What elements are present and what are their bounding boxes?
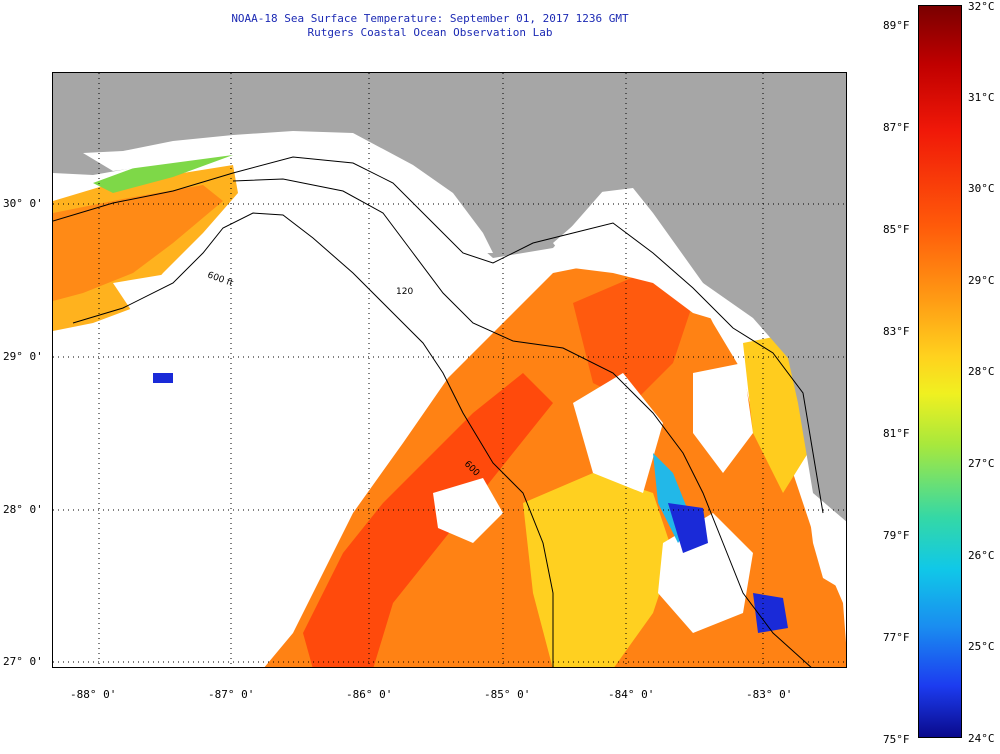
colorbar-f-label: 87°F [883,121,910,134]
sst-orange-nw [53,185,223,301]
map-title: NOAA-18 Sea Surface Temperature: Septemb… [231,12,629,25]
colorbar-c-label: 29°C [968,274,995,287]
longitude-label-83: -83° 0' [746,688,793,701]
longitude-label-86: -86° 0' [346,688,393,701]
colorbar-c-label: 25°C [968,640,995,653]
contour-coast [53,156,824,514]
colorbar-f-label: 83°F [883,325,910,338]
colorbar-f-label: 81°F [883,427,910,440]
colorbar-c-label: 32°C [968,0,995,13]
cloud-gap [573,373,663,493]
sst-mild-patch [523,473,673,667]
sst-cold-patch [153,373,173,383]
land-white-fl [553,195,743,328]
colorbar-f-label: 77°F [883,631,910,644]
colorbar-c-label: 26°C [968,549,995,562]
latitude-label-28: 28° 0' [3,503,43,516]
colorbar-f-label: 75°F [883,733,910,746]
colorbar-c-label: 28°C [968,365,995,378]
sst-map-graphic: 600 ft 120 600 [53,73,846,667]
sst-hot-core [303,373,553,667]
map-subtitle: Rutgers Coastal Ocean Observation Lab [307,26,553,39]
latitude-label-29: 29° 0' [3,350,43,363]
contour-600ft [72,212,554,667]
land-mass [53,73,846,503]
colorbar-c-label: 24°C [968,732,995,745]
sst-cold-east-coast [668,503,708,553]
contour-120 [232,178,812,667]
sst-map: 600 ft 120 600 [52,72,847,668]
colorbar-f-label: 85°F [883,223,910,236]
latitude-label-27: 27° 0' [3,655,43,668]
longitude-label-88: -88° 0' [70,688,117,701]
land-white-coast [83,131,493,253]
colorbar-c-label: 30°C [968,182,995,195]
sst-cold-south [753,593,788,633]
longitude-label-87: -87° 0' [208,688,255,701]
latitude-label-30: 30° 0' [3,197,43,210]
longitude-label-85: -85° 0' [484,688,531,701]
colorbar-c-label: 31°C [968,91,995,104]
cloud-gap [693,363,753,473]
temperature-colorbar [918,5,962,738]
colorbar-c-label: 27°C [968,457,995,470]
contour-label-120: 120 [396,287,413,297]
sst-green-nw-coast [93,149,233,193]
cloud-gap [113,273,183,313]
colorbar-f-label: 79°F [883,529,910,542]
sst-hot-east [573,273,693,403]
longitude-label-84: -84° 0' [608,688,655,701]
colorbar-f-label: 89°F [883,19,910,32]
land-white-se [808,503,846,592]
